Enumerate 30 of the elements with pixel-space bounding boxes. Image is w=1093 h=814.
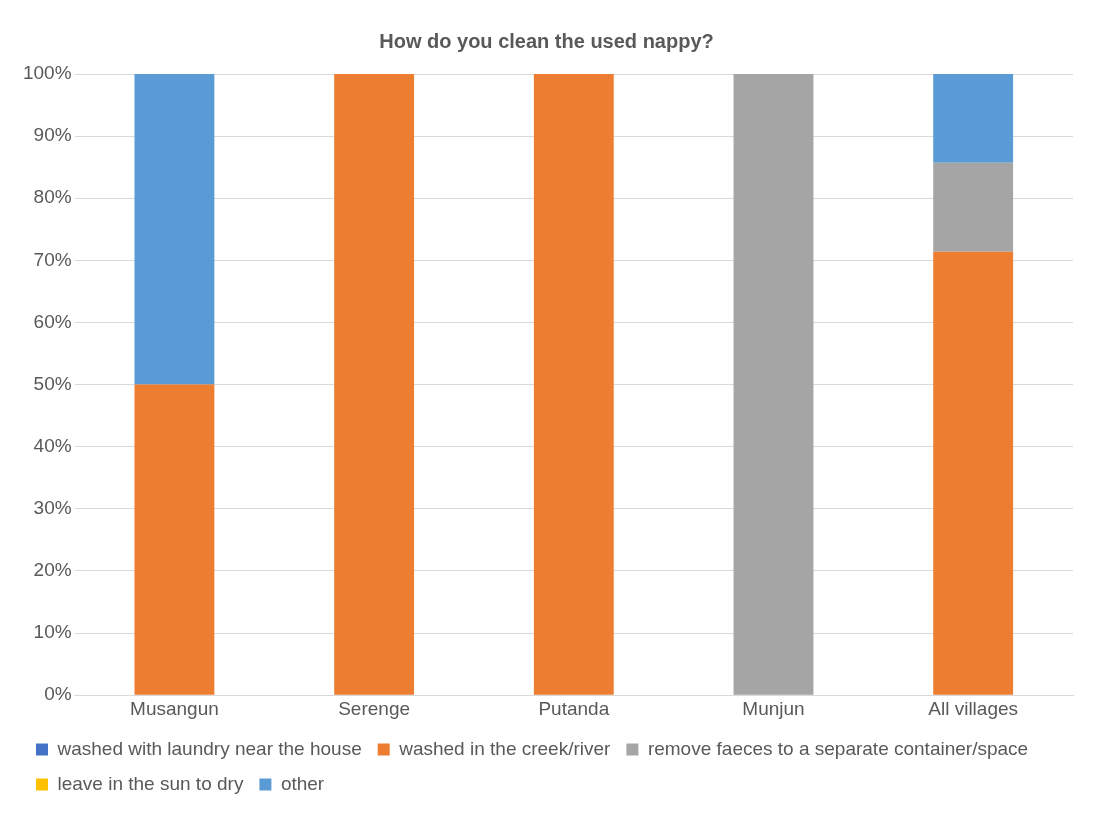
y-tick-label: 60%	[33, 310, 72, 332]
bar	[134, 384, 215, 695]
legend-label: washed with laundry near the house	[56, 737, 362, 759]
y-tick-label: 20%	[33, 559, 72, 581]
y-tick-label: 0%	[44, 683, 72, 705]
x-tick-label: All villages	[928, 697, 1019, 719]
x-tick-label: Musangun	[130, 697, 219, 719]
y-tick-label: 30%	[33, 497, 72, 519]
bar	[933, 251, 1014, 695]
bar	[533, 74, 614, 695]
x-tick-label: Serenge	[338, 697, 411, 719]
legend-label: remove faeces to a separate container/space	[647, 737, 1029, 759]
chart-title: How do you clean the used nappy?	[379, 29, 714, 52]
x-tick-label: Munjun	[742, 697, 805, 719]
legend-label: washed in the creek/river	[398, 737, 612, 759]
bar	[733, 74, 814, 695]
y-tick-label: 70%	[33, 248, 72, 270]
legend-label: leave in the sun to dry	[57, 772, 244, 794]
y-tick-label: 10%	[33, 621, 72, 643]
y-tick-label: 90%	[33, 124, 72, 146]
bar	[933, 74, 1014, 163]
bar	[134, 74, 215, 385]
bar	[933, 162, 1014, 252]
legend-label: other	[280, 772, 325, 794]
bar	[334, 74, 415, 695]
x-tick-label: Putanda	[538, 697, 610, 719]
y-tick-label: 40%	[33, 434, 72, 456]
y-tick-label: 80%	[33, 186, 72, 208]
y-tick-label: 50%	[33, 372, 72, 394]
y-tick-label: 100%	[22, 62, 72, 84]
